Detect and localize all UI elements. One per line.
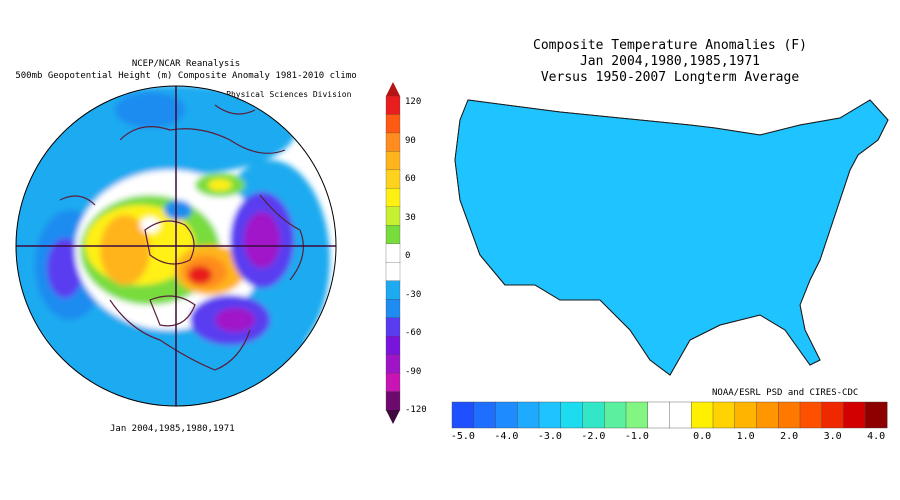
left-map-title-line2: 500mb Geopotential Height (m) Composite … <box>15 71 357 81</box>
right-colorbar-tick-label: 4.0 <box>867 431 886 442</box>
left-colorbar-swatch <box>385 299 401 319</box>
left-colorbar-tick-label: -60 <box>405 328 422 338</box>
right-colorbar-swatch <box>799 401 823 429</box>
right-colorbar-tick-label: -2.0 <box>581 431 606 442</box>
left-colorbar-swatch <box>385 280 401 300</box>
right-colorbar-tick-label: -4.0 <box>494 431 519 442</box>
right-colorbar-swatch <box>582 401 605 429</box>
right-colorbar-tick-label: -3.0 <box>537 431 562 442</box>
left-colorbar-tick-label: 30 <box>405 212 416 223</box>
right-colorbar-tick-label: 1.0 <box>736 431 755 442</box>
right-map-title-line2: Jan 2004,1980,1985,1971 <box>579 54 760 69</box>
left-colorbar-bottom-arrow <box>386 410 400 424</box>
right-colorbar-tick-label: -1.0 <box>624 431 649 442</box>
left-colorbar-tick-label: -30 <box>405 289 422 300</box>
right-colorbar-tick-label: 2.0 <box>780 431 799 442</box>
left-colorbar-swatch <box>385 262 401 282</box>
right-colorbar-swatch <box>473 401 496 429</box>
left-colorbar-swatch <box>385 188 401 208</box>
left-colorbar-swatch <box>385 354 401 374</box>
right-colorbar-tick-label: 3.0 <box>823 431 842 442</box>
right-colorbar <box>451 401 888 429</box>
right-colorbar-swatch <box>647 401 670 429</box>
polar-height-anomaly-map <box>16 86 336 406</box>
right-colorbar-swatch <box>734 401 757 429</box>
right-colorbar-tick-label: -5.0 <box>450 431 475 442</box>
right-map-title-line1: Composite Temperature Anomalies (F) <box>533 38 807 53</box>
left-colorbar-top-arrow <box>386 82 400 96</box>
right-colorbar-tick-label: 0.0 <box>693 431 712 442</box>
right-colorbar-swatch <box>495 401 518 429</box>
left-colorbar-swatch <box>385 114 401 134</box>
right-colorbar-swatch <box>560 401 583 429</box>
left-colorbar-tick-label: 120 <box>405 97 422 107</box>
left-colorbar-swatch <box>385 169 401 190</box>
left-colorbar-tick-label: 60 <box>405 174 416 184</box>
left-map-footer: Jan 2004,1985,1980,1971 <box>110 424 235 434</box>
left-colorbar-swatch <box>385 317 401 337</box>
right-colorbar-swatch <box>865 401 888 429</box>
right-colorbar-swatch <box>604 401 627 429</box>
us-temperature-anomaly-map <box>454 99 889 376</box>
left-map-title-line1: NCEP/NCAR Reanalysis <box>131 59 241 69</box>
left-colorbar-swatch <box>385 335 401 356</box>
right-colorbar-swatch <box>451 401 475 429</box>
right-colorbar-swatch <box>712 401 736 429</box>
right-colorbar-swatch <box>538 401 562 429</box>
right-colorbar-swatch <box>778 401 801 429</box>
right-map-title-line3: Versus 1950-2007 Longterm Average <box>540 70 800 85</box>
left-colorbar-tick-label: 90 <box>405 135 416 146</box>
left-colorbar-swatch <box>385 243 401 263</box>
left-colorbar-tick-label: 0 <box>405 251 411 261</box>
left-colorbar-swatch <box>385 132 401 153</box>
right-colorbar-swatch <box>843 401 866 429</box>
right-colorbar-swatch <box>517 401 540 429</box>
right-colorbar-swatch <box>756 401 779 429</box>
left-colorbar-swatch <box>385 206 401 226</box>
right-colorbar-swatch <box>669 401 692 429</box>
left-colorbar-swatch <box>385 372 401 393</box>
left-colorbar-swatch <box>385 95 401 116</box>
left-colorbar-swatch <box>385 151 401 171</box>
left-map-credit: NOAA/ESRL Physical Sciences Division <box>178 90 352 99</box>
left-colorbar-tick-label: -90 <box>405 366 422 377</box>
left-colorbar-swatch <box>385 391 401 411</box>
right-colorbar-swatch <box>625 401 649 429</box>
left-colorbar-swatch <box>385 225 401 245</box>
left-colorbar-tick-label: -120 <box>405 405 427 415</box>
left-colorbar <box>385 82 401 424</box>
right-colorbar-swatch <box>821 401 844 429</box>
right-colorbar-swatch <box>691 401 714 429</box>
right-map-credit: NOAA/ESRL PSD and CIRES-CDC <box>712 388 859 398</box>
